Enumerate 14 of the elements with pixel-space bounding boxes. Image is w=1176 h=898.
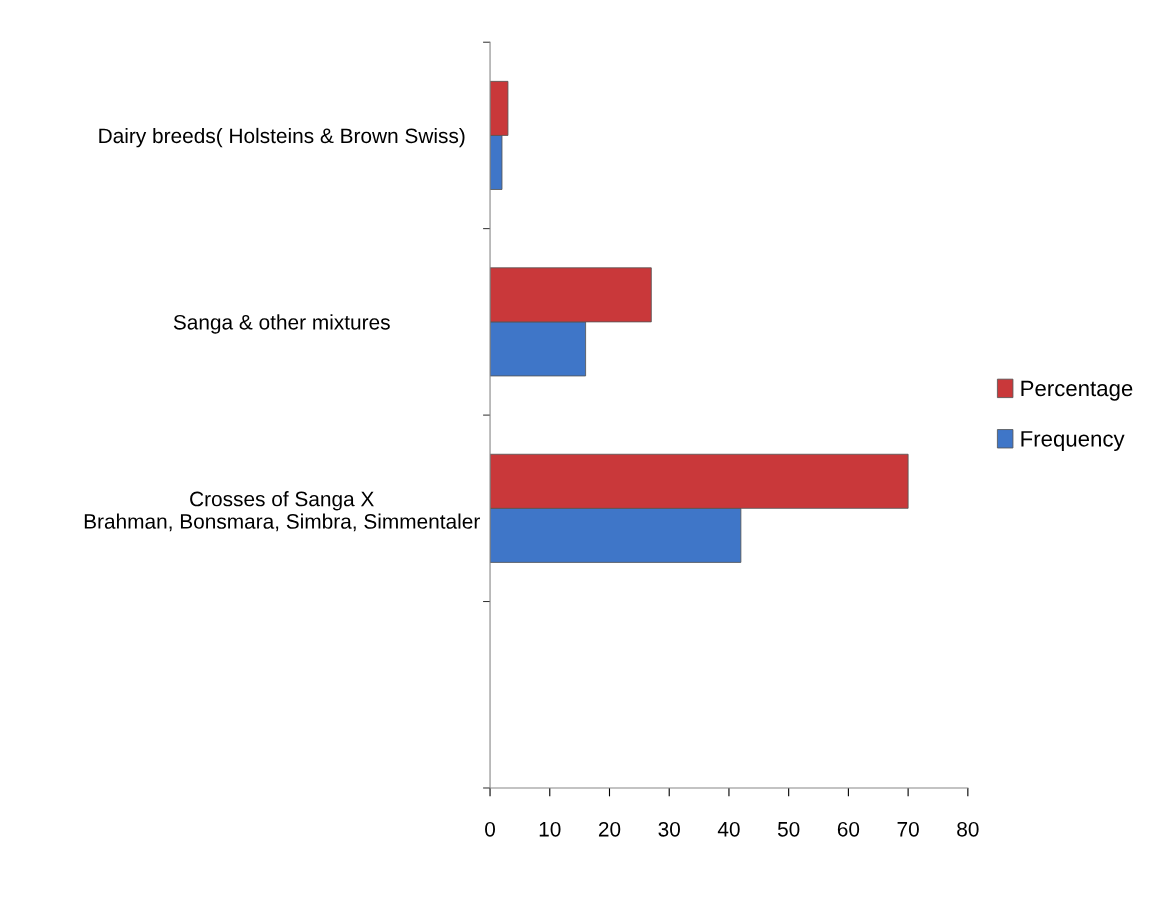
x-tick-label: 10 <box>539 821 561 837</box>
x-tick-label: 50 <box>777 821 800 837</box>
x-tick-label: 40 <box>717 821 740 837</box>
x-tick-label: 70 <box>897 821 919 837</box>
y-tick-label: Sanga & other mixtures <box>173 314 390 334</box>
legend-label: Frequency <box>1021 431 1125 452</box>
y-tick-label: Crosses of Sanga X Brahman, Bonsmara, Simbra, Simmentaler <box>84 491 480 532</box>
legend-label: Percentage <box>1021 380 1133 401</box>
x-tick-label: 60 <box>837 821 860 837</box>
x-tick-label: 30 <box>658 821 680 837</box>
x-tick-label: 20 <box>598 821 621 837</box>
x-tick-label: 80 <box>957 821 979 837</box>
y-tick-label: Dairy breeds( Holsteins & Brown Swiss) <box>99 127 465 148</box>
x-tick-label: 0 <box>485 821 496 837</box>
